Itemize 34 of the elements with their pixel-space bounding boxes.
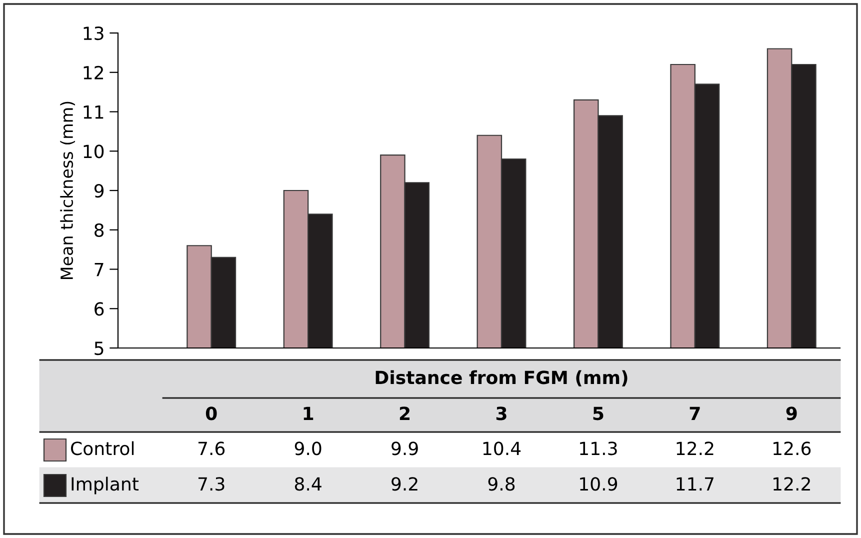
x-tick-label: 5 <box>593 406 604 420</box>
data-label: 9.0 <box>294 442 322 456</box>
y-tick-label: 12 <box>84 66 103 80</box>
data-label: 10.4 <box>483 442 521 456</box>
x-tick-label: 3 <box>496 406 506 420</box>
data-label: 12.6 <box>774 442 811 456</box>
x-tick-label: 0 <box>206 406 217 420</box>
x-tick-label: 1 <box>304 406 314 420</box>
data-label: 7.3 <box>198 477 224 491</box>
data-label: 12.2 <box>774 477 810 490</box>
data-label: 12.2 <box>676 442 714 455</box>
x-tick-label: 7 <box>690 406 700 420</box>
data-label: 11.3 <box>580 442 617 456</box>
y-tick-label: 7 <box>94 262 104 276</box>
x-tick-label: 9 <box>786 406 797 420</box>
data-label: 11.7 <box>676 477 714 490</box>
x-tick-label: 2 <box>400 406 410 420</box>
legend-label: Implant <box>72 476 139 494</box>
y-tick-label: 5 <box>94 342 104 356</box>
y-tick-label: 10 <box>84 144 104 158</box>
data-label: 7.6 <box>198 442 225 456</box>
y-tick-label: 8 <box>94 223 104 237</box>
y-tick-label: 13 <box>84 26 104 40</box>
y-axis-title: Mean thickness (mm) <box>60 102 76 279</box>
data-label: 9.2 <box>392 477 418 491</box>
data-label: 10.9 <box>580 477 618 491</box>
data-label: 8.4 <box>294 477 322 491</box>
data-label: 9.9 <box>392 442 418 456</box>
x-axis-title: Distance from FGM (mm) <box>376 370 628 386</box>
y-tick-label: 9 <box>94 184 104 198</box>
legend-label: Control <box>71 441 134 456</box>
y-tick-label: 11 <box>84 105 104 119</box>
y-tick-label: 6 <box>94 302 104 316</box>
data-label: 9.8 <box>488 477 515 491</box>
